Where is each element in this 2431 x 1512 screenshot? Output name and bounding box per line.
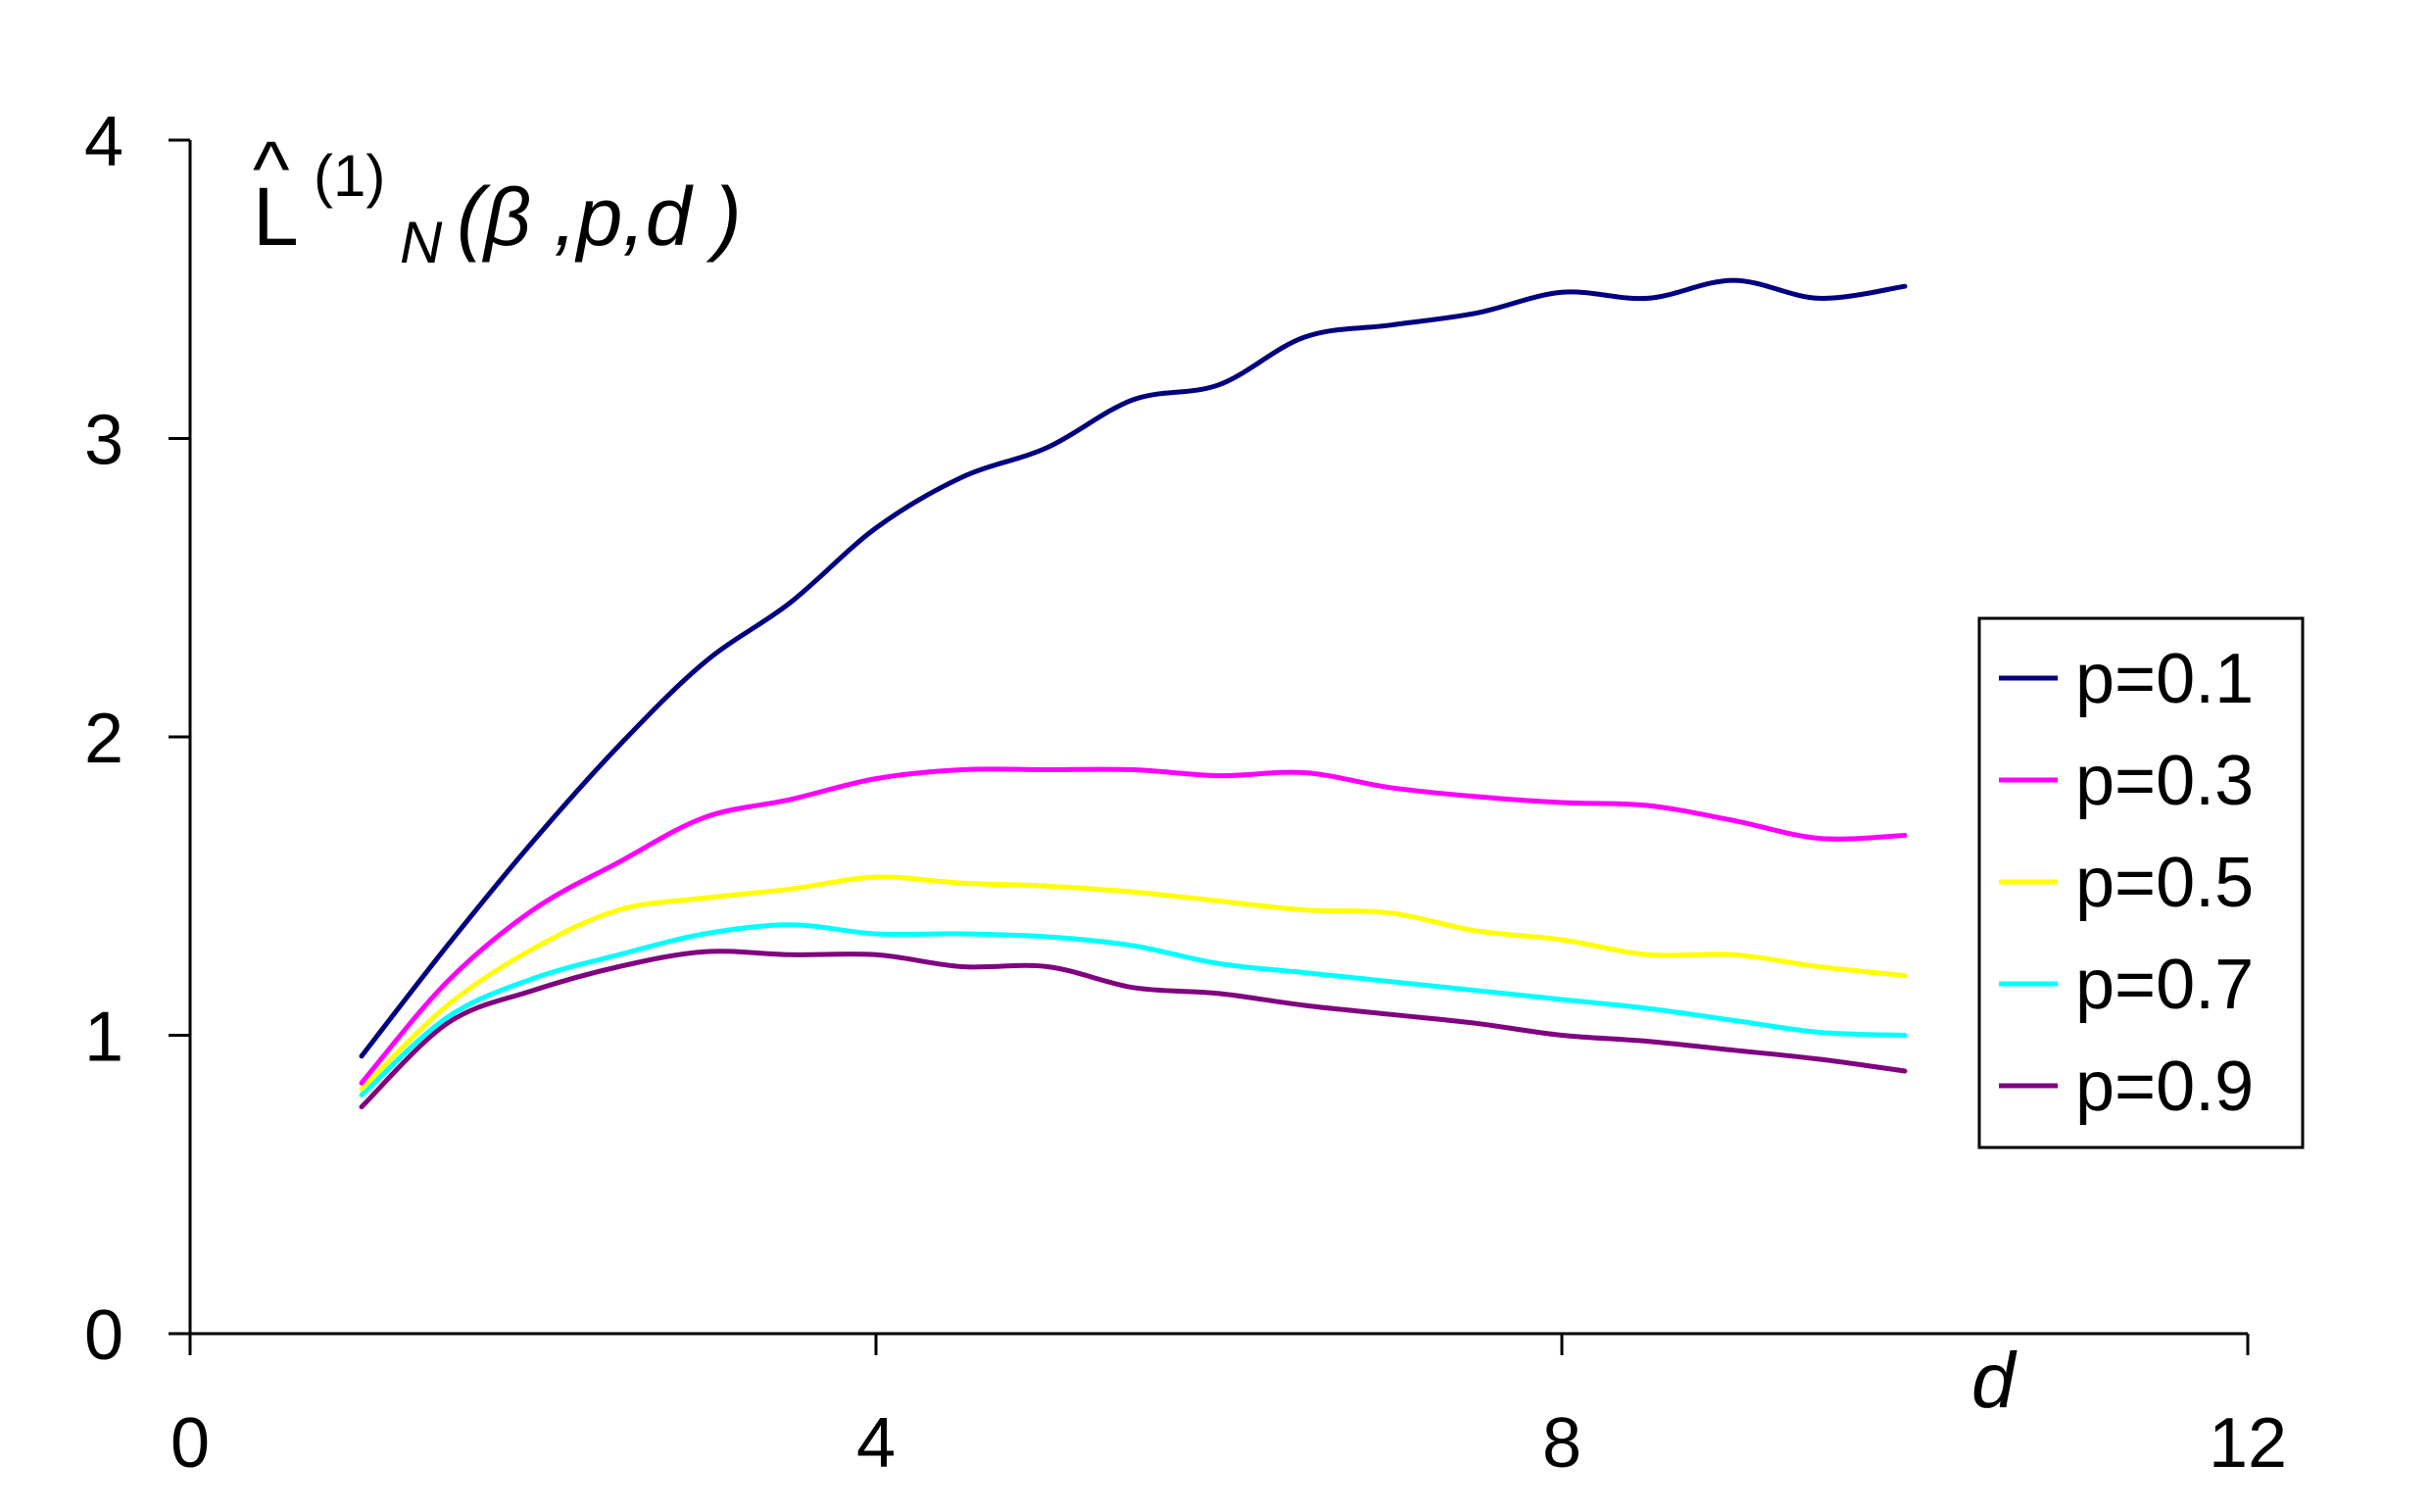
y-tick-label: 1: [84, 999, 123, 1077]
x-axis-label: d: [1971, 1337, 2018, 1424]
series-lines: [359, 277, 1908, 1110]
y-label-args: (β ,p,d ): [457, 171, 742, 263]
series-line-p-0-7: [359, 922, 1908, 1097]
y-label-base: L: [253, 171, 299, 263]
series-line-p-0-1: [359, 277, 1908, 1059]
legend: p=0.1 p=0.3 p=0.5 p=0.7 p=0.9: [1977, 616, 2305, 1149]
legend-label: p=0.3: [2075, 742, 2254, 820]
y-label-subscript: N: [400, 210, 443, 275]
y-label-superscript: (1): [314, 143, 385, 209]
x-tick-label: 12: [2209, 1404, 2287, 1483]
x-ticks: 0 4 8 12: [170, 1334, 2287, 1483]
x-tick-label: 4: [856, 1404, 896, 1483]
y-label-hat: ^: [253, 125, 290, 213]
legend-items: p=0.1 p=0.3 p=0.5 p=0.7 p=0.9: [1999, 640, 2254, 1126]
y-ticks: 0 1 2 3 4: [84, 103, 190, 1375]
y-tick-label: 0: [84, 1296, 123, 1375]
legend-label: p=0.7: [2075, 946, 2254, 1024]
series-line-p-0-3: [359, 766, 1908, 1086]
x-tick-label: 0: [170, 1404, 210, 1483]
legend-label: p=0.5: [2075, 844, 2254, 922]
y-tick-label: 3: [84, 402, 123, 480]
y-tick-label: 4: [84, 103, 123, 181]
legend-label: p=0.1: [2075, 640, 2254, 718]
legend-label: p=0.9: [2075, 1048, 2254, 1126]
series-line-p-0-5: [359, 874, 1908, 1092]
series-line-p-0-9: [359, 949, 1908, 1110]
y-axis-label: ^ L (1) N (β ,p,d ): [253, 125, 742, 275]
y-tick-label: 2: [84, 700, 123, 778]
x-tick-label: 8: [1542, 1404, 1581, 1483]
